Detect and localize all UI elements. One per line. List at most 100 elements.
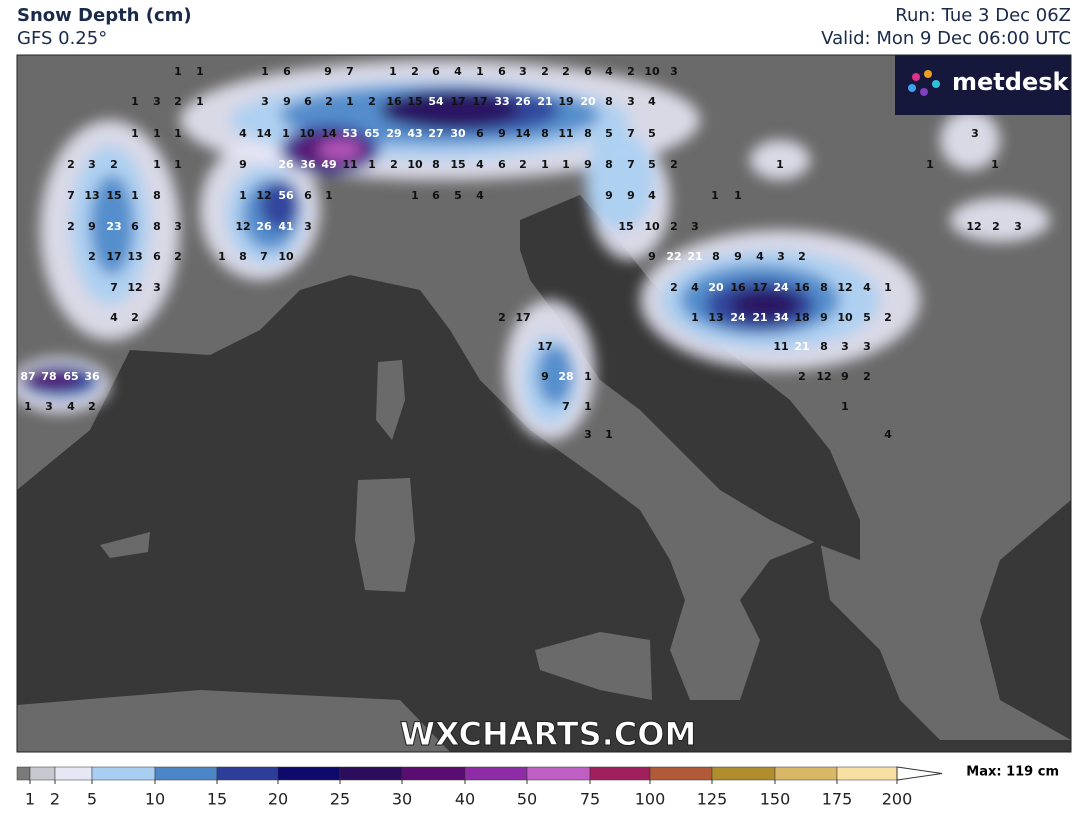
snow-depth-label: 17 [450,95,465,108]
colorbar-segment [16,766,31,781]
snow-depth-label: 8 [712,250,720,263]
snow-depth-label: 9 [734,250,742,263]
colorbar-label: 175 [822,790,853,809]
snow-depth-label: 2 [562,65,570,78]
snow-depth-label: 24 [730,311,746,324]
valid-time: Valid: Mon 9 Dec 06:00 UTC [821,28,1071,49]
snow-labels: 1 1 1 6 9 7 1 2 6 4 1 6 3 2 2 6 4 2 10 31 3 2 1 3 9 6 2 1 2 16 15 54 17 1… [20,65,1021,441]
snow-depth-label: 2 [174,95,182,108]
snow-depth-label: 15 [450,158,465,171]
snow-depth-label: 2 [390,158,398,171]
colorbar-segment [54,766,93,781]
snow-depth-label: 1 [605,428,613,441]
adriatic-sea [520,195,860,560]
snow-depth-label: 8 [239,250,247,263]
snow-area [20,370,80,390]
colorbar-label: 200 [882,790,913,809]
snow-depth-label: 4 [691,281,699,294]
colorbar-segment [589,766,651,781]
snow-depth-label: 2 [670,220,678,233]
snow-depth-label: 9 [283,95,291,108]
snow-depth-label: 6 [498,158,506,171]
snow-depth-label: 4 [648,189,656,202]
colorbar-label: 125 [697,790,728,809]
snow-depth-label: 34 [773,311,789,324]
logo: metdesk [952,68,1070,96]
snow-depth-label: 1 [411,189,419,202]
snow-depth-label: 17 [515,311,530,324]
snow-depth-label: 8 [605,95,613,108]
colorbar-segment [464,766,528,781]
snow-area [537,345,573,405]
snow-depth-label: 4 [239,127,247,140]
colorbar-label: 5 [87,790,97,809]
snow-depth-label: 53 [342,127,357,140]
colorbar-segment [836,766,898,781]
snow-depth-label: 1 [174,158,182,171]
snow-depth-label: 8 [153,189,161,202]
colorbar-end [896,766,943,781]
snow-depth-label: 12 [837,281,852,294]
colorbar-label: 150 [760,790,791,809]
snow-depth-label: 4 [454,65,462,78]
snow-depth-label: 26 [256,220,272,233]
snow-depth-label: 8 [584,127,592,140]
snow-depth-label: 11 [342,158,357,171]
snow-depth-label: 5 [605,127,613,140]
snow-depth-label: 21 [752,311,767,324]
colorbar-segment [401,766,466,781]
snow-depth-label: 65 [63,370,78,383]
snow-depth-label: 1 [325,189,333,202]
colorbar-segment [29,766,56,781]
corsica [376,360,405,440]
snow-depth-label: 10 [837,311,853,324]
snow-cover [17,60,1050,440]
snow-area [585,130,655,230]
snow-depth-label: 17 [106,250,121,263]
snow-depth-label: 13 [127,250,142,263]
snow-depth-label: 10 [644,65,660,78]
snow-depth-label: 1 [196,65,204,78]
snow-depth-label: 2 [798,370,806,383]
snow-depth-label: 2 [992,220,1000,233]
snow-depth-label: 3 [971,127,979,140]
snow-depth-label: 9 [584,158,592,171]
snow-depth-label: 6 [304,189,312,202]
snow-depth-label: 1 [131,127,139,140]
snow-depth-label: 2 [863,370,871,383]
snow-depth-label: 10 [299,127,315,140]
logo-box: metdesk [895,55,1071,115]
snow-depth-label: 1 [841,400,849,413]
snow-depth-label: 2 [884,311,892,324]
snow-depth-label: 2 [519,158,527,171]
snow-depth-label: 7 [346,65,354,78]
snow-depth-label: 1 [261,65,269,78]
snow-depth-label: 9 [648,250,656,263]
colorbar-segment [711,766,776,781]
snow-depth-label: 15 [618,220,633,233]
snow-depth-label: 2 [110,158,118,171]
snow-area [940,110,1000,170]
snow-depth-label: 9 [498,127,506,140]
snow-depth-label: 1 [584,400,592,413]
snow-area [90,175,134,275]
snow-depth-label: 12 [966,220,981,233]
africa [17,690,450,752]
snow-depth-label: 1 [24,400,32,413]
snow-depth-label: 9 [541,370,549,383]
snow-depth-label: 11 [558,127,573,140]
snow-depth-label: 1 [991,158,999,171]
snow-depth-label: 1 [776,158,784,171]
colorbar-label: 10 [145,790,165,809]
snow-depth-label: 15 [106,189,121,202]
map-frame [16,54,1072,753]
snow-depth-label: 3 [174,220,182,233]
model: GFS 0.25° [17,28,107,49]
colorbar-label: 20 [268,790,288,809]
snow-depth-label: 12 [235,220,250,233]
colorbar-label: 1 [25,790,35,809]
colorbar-label: 50 [517,790,537,809]
snow-depth-label: 6 [283,65,291,78]
snow-depth-label: 2 [174,250,182,263]
